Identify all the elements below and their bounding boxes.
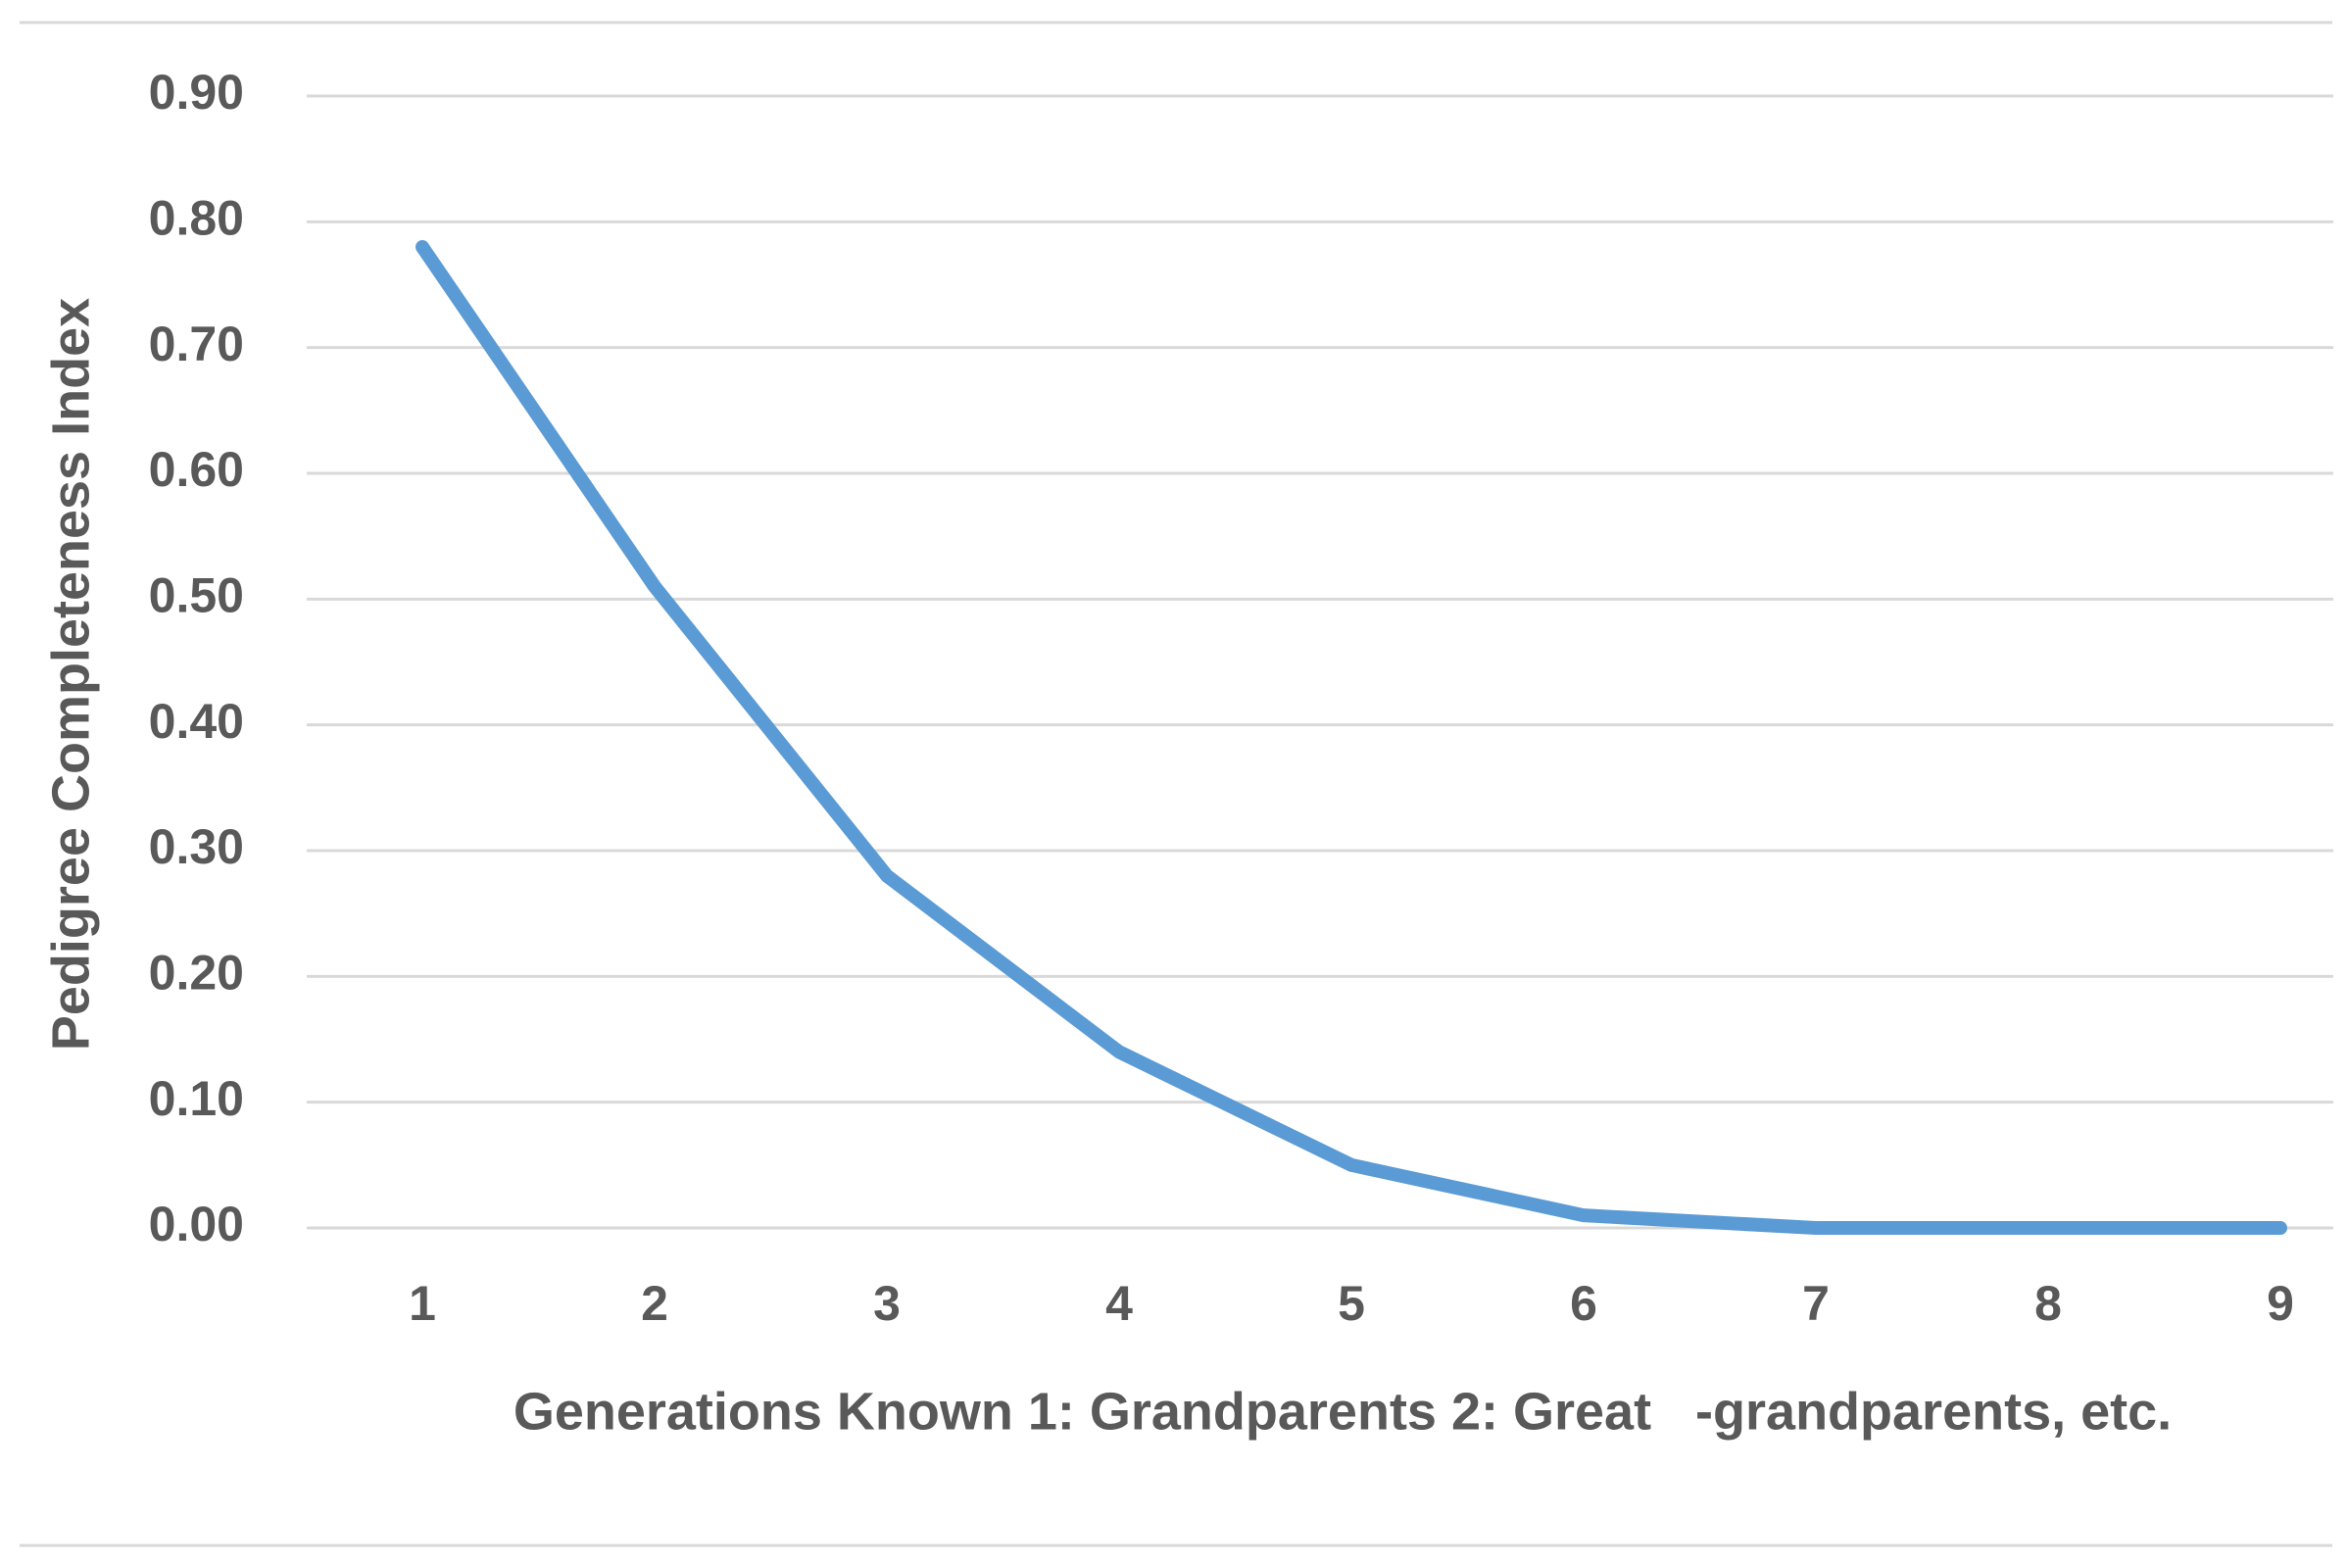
x-tick-label: 8 [2034,1276,2062,1331]
y-tick-label: 0.50 [149,568,244,623]
x-tick-label: 9 [2267,1276,2294,1331]
x-axis-title: Generations Known 1: Grandparents 2: Gre… [514,1382,2172,1441]
x-tick-label: 4 [1105,1276,1133,1331]
y-tick-label: 0.00 [149,1197,244,1251]
y-tick-label: 0.30 [149,819,244,874]
x-tick-label: 7 [1802,1276,1830,1331]
y-tick-label: 0.70 [149,317,244,371]
y-tick-label: 0.90 [149,65,244,120]
data-line [416,240,2287,1235]
y-axis-title: Pedigree Completeness Index [41,298,100,1051]
y-tick-label: 0.60 [149,442,244,497]
x-tick-label: 6 [1570,1276,1597,1331]
x-tick-label: 1 [409,1276,436,1331]
y-tick-label: 0.40 [149,694,244,749]
x-tick-label: 2 [641,1276,668,1331]
x-tick-label: 5 [1338,1276,1365,1331]
y-tick-label: 0.10 [149,1071,244,1126]
y-tick-label: 0.80 [149,191,244,246]
x-tick-label: 3 [873,1276,901,1331]
y-tick-label: 0.20 [149,946,244,1001]
